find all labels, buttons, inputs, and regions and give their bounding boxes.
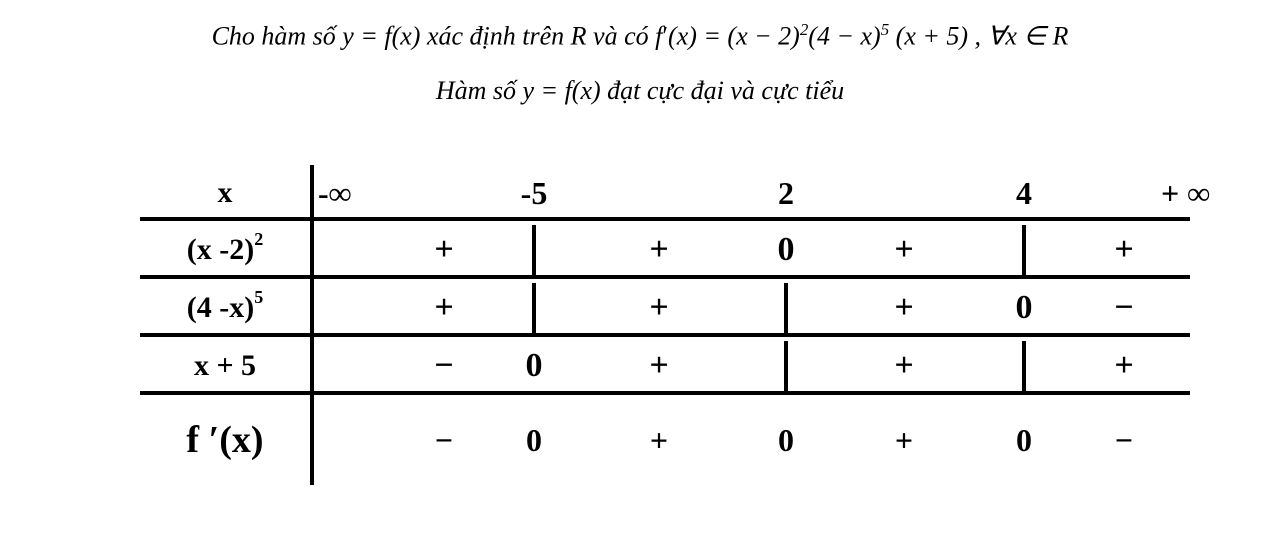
sign-cell: + xyxy=(554,395,764,485)
sign-cell: − xyxy=(374,337,514,395)
table-row: f ′(x)−++−000 xyxy=(140,395,1220,485)
sign-cell: − xyxy=(1044,279,1204,337)
zero-cell: 0 xyxy=(504,395,564,485)
vertical-tick xyxy=(532,225,536,279)
page: Cho hàm số y = f(x) xác định trên R và c… xyxy=(0,0,1280,558)
row-cells: −+++0 xyxy=(314,337,1220,395)
sign-cell: + xyxy=(804,395,1004,485)
zero-cell: 0 xyxy=(994,279,1054,337)
sign-cell: + xyxy=(554,221,764,279)
sign-cell: − xyxy=(1044,395,1204,485)
header-x3: 4 xyxy=(994,165,1054,221)
header-neg-inf: -∞ xyxy=(314,165,388,221)
problem-line-1: Cho hàm số y = f(x) xác định trên R và c… xyxy=(0,18,1280,55)
sign-cell: + xyxy=(1044,337,1204,395)
table-row: (4 -x)5+++−0 xyxy=(140,279,1220,337)
header-x1: -5 xyxy=(504,165,564,221)
header-x2: 2 xyxy=(756,165,816,221)
vertical-tick xyxy=(1022,225,1026,279)
header-pos-inf: + ∞ xyxy=(1120,165,1210,221)
row-label: f ′(x) xyxy=(140,395,310,485)
sign-cell: + xyxy=(374,221,514,279)
zero-cell: 0 xyxy=(994,395,1054,485)
vertical-tick xyxy=(1022,341,1026,395)
row-cells: + + + +0 xyxy=(314,221,1220,279)
zero-cell: 0 xyxy=(756,395,816,485)
sign-cell: + xyxy=(804,221,1004,279)
sign-cell: + xyxy=(554,279,764,337)
sign-table: x -∞ -5 2 4 + ∞ (x -2)2++++0(4 -x)5+++−0… xyxy=(140,165,1220,485)
table-row: x + 5−+++0 xyxy=(140,337,1220,395)
table-var-label: x xyxy=(140,165,310,221)
row-label: (x -2)2 xyxy=(140,221,310,279)
problem-line-2: Hàm số y = f(x) đạt cực đại và cực tiểu xyxy=(0,73,1280,109)
sign-cell: + xyxy=(1044,221,1204,279)
sign-cell: + xyxy=(554,337,764,395)
sign-cell: + xyxy=(374,279,514,337)
row-label: (4 -x)5 xyxy=(140,279,310,337)
table-header-row: x -∞ -5 2 4 + ∞ xyxy=(140,165,1220,221)
sign-cell: + xyxy=(804,337,1004,395)
sign-cell: − xyxy=(374,395,514,485)
zero-cell: 0 xyxy=(756,221,816,279)
problem-statement: Cho hàm số y = f(x) xác định trên R và c… xyxy=(0,0,1280,109)
vertical-tick xyxy=(784,283,788,337)
vertical-tick xyxy=(784,341,788,395)
zero-cell: 0 xyxy=(504,337,564,395)
row-cells: +++−0 xyxy=(314,279,1220,337)
table-row: (x -2)2 + + + +0 xyxy=(140,221,1220,279)
vertical-tick xyxy=(532,283,536,337)
row-cells: −++−000 xyxy=(314,395,1220,485)
sign-cell: + xyxy=(804,279,1004,337)
row-label: x + 5 xyxy=(140,337,310,395)
